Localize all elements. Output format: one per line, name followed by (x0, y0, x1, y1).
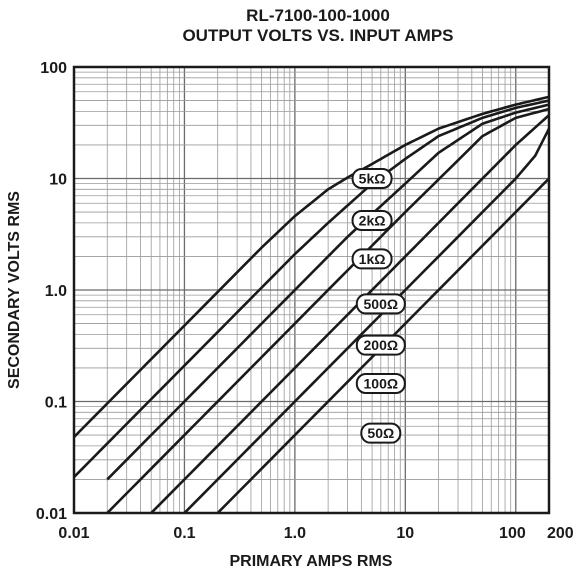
series-label-text: 2kΩ (359, 213, 386, 229)
series-line-6 (216, 177, 550, 514)
series-label-box (351, 210, 393, 232)
series-label-box (355, 293, 406, 315)
series-label-box (351, 168, 393, 189)
x-tick-label: 100 (499, 525, 526, 542)
series-label-2: 1kΩ (351, 248, 393, 270)
x-tick-label: 1.0 (284, 525, 306, 542)
x-tick-label: 0.1 (173, 525, 195, 542)
series-line-2 (106, 103, 550, 481)
series-label-3: 500Ω (355, 293, 406, 315)
series-line-4 (150, 114, 550, 514)
series-label-6: 50Ω (360, 422, 402, 444)
series-label-text: 100Ω (364, 376, 399, 392)
series-label-box (351, 248, 393, 270)
series-label-0: 5kΩ (351, 168, 393, 189)
series-label-box (355, 334, 406, 356)
chart-subtitle: OUTPUT VOLTS VS. INPUT AMPS (182, 26, 453, 45)
plot-frame (72, 65, 551, 515)
series-line-1 (73, 99, 550, 478)
series-label-text: 500Ω (364, 296, 399, 312)
series-label-1: 2kΩ (351, 210, 393, 232)
series-line-3 (106, 107, 550, 514)
series-line-5 (183, 128, 551, 514)
series-label-text: 1kΩ (359, 251, 386, 267)
y-tick-label: 0.01 (36, 506, 67, 523)
x-axis-label: PRIMARY AMPS RMS (230, 553, 393, 570)
series-label-text: 200Ω (364, 337, 399, 353)
x-tick-label: 200 (547, 525, 574, 542)
series-label-text: 50Ω (367, 425, 394, 441)
series-label-box (355, 373, 406, 395)
series-labels: 5kΩ 2kΩ 1kΩ 500Ω 200Ω 100Ω 50Ω (351, 168, 406, 444)
y-tick-label: 100 (40, 60, 67, 77)
y-tick-label: 1.0 (45, 283, 67, 300)
chart-title: RL-7100-100-1000 (246, 6, 390, 25)
series-label-5: 100Ω (355, 373, 406, 395)
grid (73, 67, 550, 514)
series-label-4: 200Ω (355, 334, 406, 356)
x-tick-label: 10 (396, 525, 414, 542)
y-tick-label: 10 (49, 172, 67, 189)
series-label-text: 5kΩ (359, 171, 386, 187)
x-tick-label: 0.01 (58, 525, 89, 542)
y-tick-label: 0.1 (45, 395, 67, 412)
series-label-box (360, 422, 402, 444)
x-tick-labels: 0.01 0.1 1.0 10 100 200 (58, 525, 573, 542)
series-curves (73, 95, 551, 514)
y-axis-label: SECONDARY VOLTS RMS (6, 191, 23, 389)
y-tick-labels: 0.01 0.1 1.0 10 100 (36, 60, 67, 523)
